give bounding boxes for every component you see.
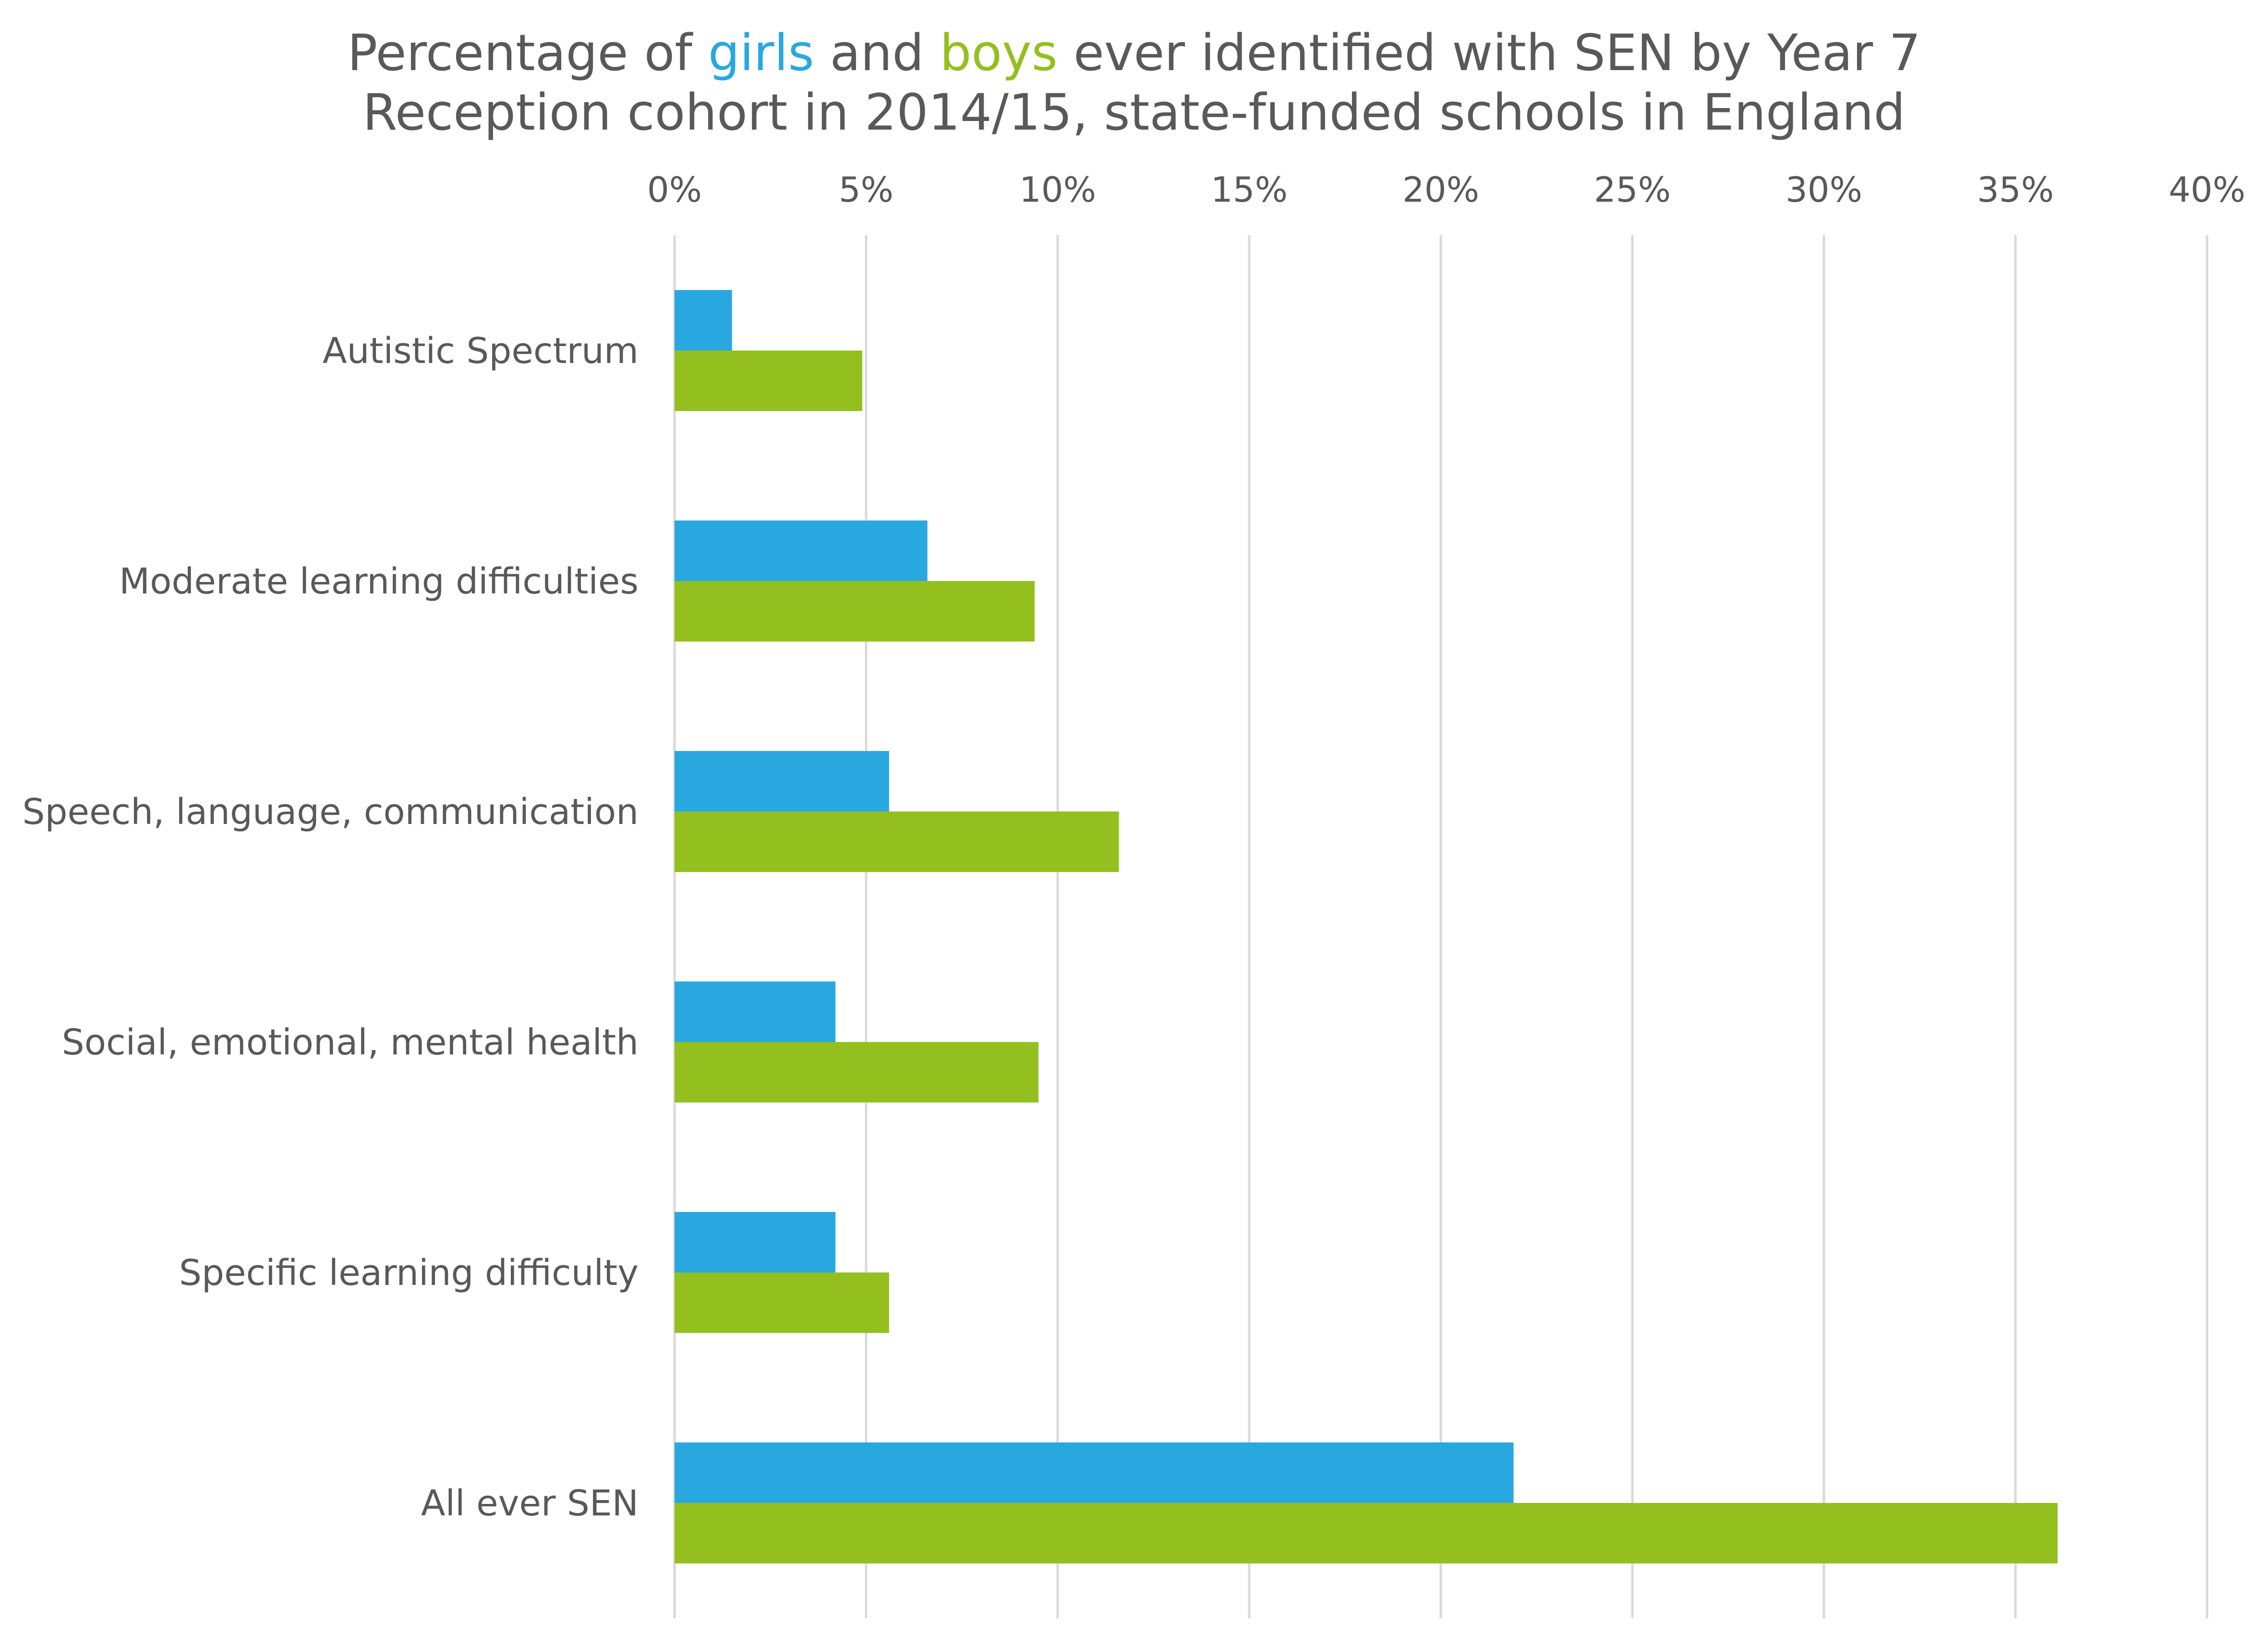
- title-suffix: ever identified with SEN by Year 7: [1057, 24, 1921, 82]
- bar-girls-2: [675, 521, 928, 581]
- category-labels: Autistic Spectrum Moderate learning diffi…: [23, 330, 639, 1524]
- bar-girls-3: [675, 751, 889, 811]
- category-label: Specific learning difficulty: [179, 1252, 639, 1294]
- title-boys-word: boys: [940, 24, 1058, 82]
- x-tick-label: 30%: [1785, 170, 1862, 210]
- category-label: Moderate learning difficulties: [119, 561, 639, 602]
- title-and-word: and: [814, 24, 940, 82]
- bar-girls-5: [675, 1212, 836, 1272]
- category-label: Autistic Spectrum: [323, 330, 639, 372]
- x-tick-label: 10%: [1019, 170, 1096, 210]
- bar-boys-1: [675, 351, 863, 411]
- bar-girls-1: [675, 290, 732, 351]
- chart-subtitle: Reception cohort in 2014/15, state-funde…: [362, 83, 1906, 142]
- x-tick-label: 5%: [839, 170, 893, 210]
- x-tick-label: 25%: [1594, 170, 1671, 210]
- title-girls-word: girls: [708, 24, 814, 82]
- x-tick-label: 0%: [647, 170, 702, 210]
- bar-boys-6: [675, 1503, 2058, 1563]
- chart-title: Percentage of girls and boys ever identi…: [0, 23, 2268, 142]
- gridlines: [673, 235, 2208, 1618]
- category-label: All ever SEN: [421, 1483, 639, 1524]
- bars: [675, 290, 2058, 1563]
- x-tick-label: 15%: [1211, 170, 1288, 210]
- bar-boys-2: [675, 581, 1035, 642]
- title-prefix: Percentage of: [347, 24, 708, 82]
- x-axis-tick-labels: 0% 5% 10% 15% 20% 25% 30% 35% 40%: [647, 170, 2245, 210]
- x-tick-label: 20%: [1402, 170, 1479, 210]
- category-label: Speech, language, communication: [23, 791, 639, 833]
- bar-girls-4: [675, 981, 836, 1042]
- category-label: Social, emotional, mental health: [62, 1022, 639, 1063]
- x-tick-label: 40%: [2169, 170, 2245, 210]
- x-tick-label: 35%: [1977, 170, 2054, 210]
- bar-boys-5: [675, 1272, 889, 1333]
- bar-boys-3: [675, 811, 1119, 872]
- bar-boys-4: [675, 1042, 1039, 1102]
- bar-girls-6: [675, 1442, 1514, 1503]
- title-line-1: Percentage of girls and boys ever identi…: [0, 23, 2268, 83]
